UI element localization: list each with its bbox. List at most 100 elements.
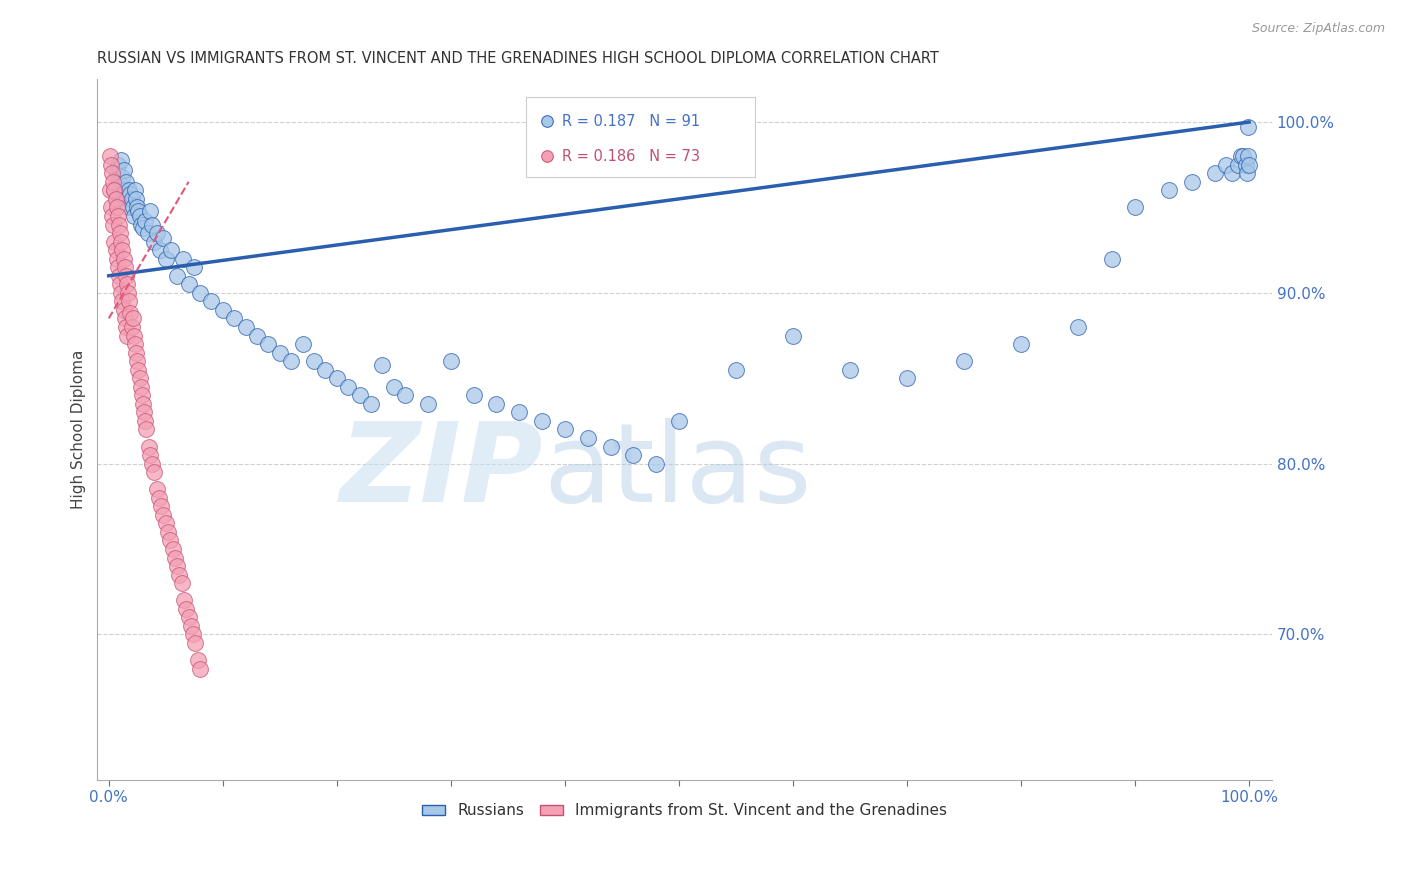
Point bbox=[103, 183, 125, 197]
Point bbox=[155, 516, 177, 531]
Point bbox=[117, 285, 139, 300]
Point bbox=[138, 440, 160, 454]
Text: R = 0.187   N = 91: R = 0.187 N = 91 bbox=[562, 114, 700, 128]
Point bbox=[782, 328, 804, 343]
Point bbox=[150, 500, 173, 514]
Point bbox=[200, 294, 222, 309]
Text: Source: ZipAtlas.com: Source: ZipAtlas.com bbox=[1251, 22, 1385, 36]
Point bbox=[98, 183, 121, 197]
Point bbox=[110, 153, 132, 167]
Text: ZIP: ZIP bbox=[340, 418, 544, 525]
Point bbox=[485, 397, 508, 411]
Point bbox=[115, 192, 138, 206]
Point bbox=[128, 371, 150, 385]
Point bbox=[159, 533, 181, 548]
Point bbox=[120, 306, 142, 320]
Point bbox=[148, 491, 170, 505]
Point bbox=[554, 422, 576, 436]
Point bbox=[108, 277, 131, 292]
Point bbox=[118, 294, 141, 309]
Point bbox=[463, 388, 485, 402]
Point bbox=[177, 610, 200, 624]
Point bbox=[235, 320, 257, 334]
Point bbox=[121, 311, 143, 326]
Point bbox=[134, 214, 156, 228]
Point bbox=[132, 397, 155, 411]
Point bbox=[104, 192, 127, 206]
Point bbox=[118, 183, 141, 197]
Point bbox=[440, 354, 463, 368]
Point bbox=[170, 576, 193, 591]
Point bbox=[157, 524, 180, 539]
Legend: Russians, Immigrants from St. Vincent and the Grenadines: Russians, Immigrants from St. Vincent an… bbox=[416, 797, 953, 824]
Point bbox=[114, 311, 136, 326]
Point bbox=[1067, 320, 1090, 334]
Point bbox=[143, 465, 166, 479]
Point bbox=[211, 302, 233, 317]
Point bbox=[101, 209, 124, 223]
Point bbox=[149, 243, 172, 257]
Point bbox=[1237, 158, 1260, 172]
Point bbox=[1234, 158, 1257, 172]
Point bbox=[108, 226, 131, 240]
Point bbox=[132, 221, 155, 235]
Point bbox=[122, 209, 145, 223]
Point bbox=[136, 226, 159, 240]
Point bbox=[124, 183, 146, 197]
Point bbox=[112, 252, 135, 266]
Point bbox=[1181, 175, 1204, 189]
Point bbox=[1230, 149, 1253, 163]
Point bbox=[139, 203, 162, 218]
Point bbox=[162, 542, 184, 557]
Point bbox=[724, 362, 747, 376]
Point bbox=[115, 320, 138, 334]
Point bbox=[141, 218, 163, 232]
Point bbox=[1237, 149, 1260, 163]
Point bbox=[100, 158, 122, 172]
Point bbox=[117, 201, 139, 215]
Point bbox=[115, 175, 138, 189]
Point bbox=[1237, 120, 1260, 135]
Point bbox=[257, 337, 280, 351]
Point bbox=[160, 243, 183, 257]
Point bbox=[176, 602, 198, 616]
Point bbox=[152, 231, 174, 245]
Point bbox=[120, 186, 142, 201]
Point bbox=[1215, 158, 1237, 172]
Point bbox=[155, 252, 177, 266]
Point bbox=[105, 201, 128, 215]
Point bbox=[124, 337, 146, 351]
Point bbox=[105, 252, 128, 266]
Point bbox=[184, 636, 207, 650]
Point bbox=[1204, 166, 1226, 180]
Point bbox=[326, 371, 349, 385]
Point bbox=[107, 209, 129, 223]
Point bbox=[169, 567, 191, 582]
Point bbox=[131, 388, 153, 402]
Point bbox=[1010, 337, 1032, 351]
Point bbox=[127, 362, 149, 376]
Point bbox=[896, 371, 918, 385]
Point bbox=[108, 268, 131, 283]
Point bbox=[621, 448, 644, 462]
Point bbox=[103, 235, 125, 249]
Point bbox=[107, 260, 129, 275]
Point bbox=[1236, 166, 1258, 180]
Point bbox=[111, 243, 134, 257]
Point bbox=[349, 388, 371, 402]
Point bbox=[145, 226, 167, 240]
Point bbox=[1226, 158, 1249, 172]
Point bbox=[302, 354, 325, 368]
FancyBboxPatch shape bbox=[526, 97, 755, 178]
Point bbox=[110, 285, 132, 300]
Point bbox=[129, 380, 152, 394]
Point bbox=[112, 302, 135, 317]
Point bbox=[127, 201, 149, 215]
Point bbox=[115, 328, 138, 343]
Point bbox=[114, 183, 136, 197]
Point bbox=[166, 268, 188, 283]
Point bbox=[115, 277, 138, 292]
Point bbox=[152, 508, 174, 522]
Point bbox=[103, 183, 125, 197]
Point bbox=[531, 414, 554, 428]
